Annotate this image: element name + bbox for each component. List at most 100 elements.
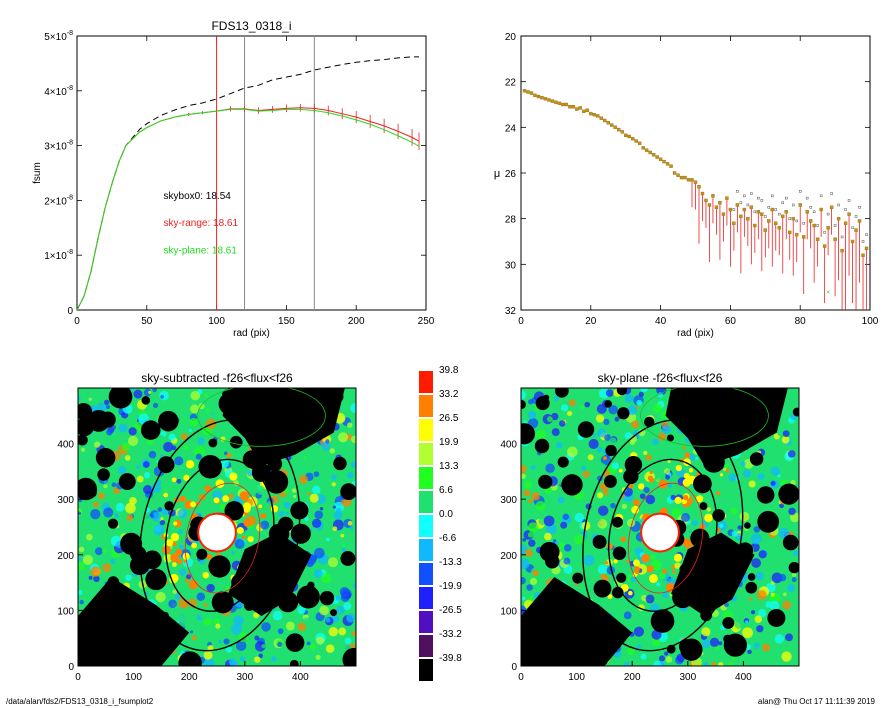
sky-plane-map-noise-blob xyxy=(523,489,531,497)
sky-plane-map-noise-blob xyxy=(662,591,669,599)
sky-plane-map-warm-blob xyxy=(634,569,640,575)
sky-subtracted-map-noise-blob xyxy=(335,595,342,601)
sky-subtracted-map-noise-blob xyxy=(172,589,178,595)
sky-subtracted-map-mask-blob xyxy=(78,434,88,446)
sky-subtracted-map-noise-blob xyxy=(179,568,187,576)
colorbar-swatch xyxy=(419,371,433,393)
mu-skybox-point xyxy=(861,240,865,243)
sky-subtracted-map-warm-blob xyxy=(191,542,198,549)
sky-subtracted-map-noise-blob xyxy=(78,590,83,595)
sky-subtracted-map-noise-blob xyxy=(325,439,330,444)
colorbar-label: 6.6 xyxy=(439,485,453,496)
sky-plane-map-noise-blob xyxy=(531,492,540,501)
sky-subtracted-map-noise-blob xyxy=(338,627,347,636)
sky-plane-map-warm-blob xyxy=(606,543,614,550)
sky-plane-map-mask-blob xyxy=(749,452,764,466)
mu-data-point xyxy=(815,237,820,241)
sky-plane-map-warm-blob xyxy=(674,496,682,505)
mu-data-point xyxy=(801,235,806,239)
sky-subtracted-map-noise-blob xyxy=(92,501,100,508)
mu-data-point xyxy=(658,157,663,162)
mu-data-point xyxy=(742,207,747,212)
sky-plane-map-noise-blob xyxy=(750,610,756,615)
colorbar-swatch xyxy=(419,587,433,609)
mu-data-point xyxy=(700,191,705,196)
sky-subtracted-map-x-tick-label: 400 xyxy=(292,672,309,683)
sky-subtracted-map-noise-blob xyxy=(332,505,337,509)
sky-subtracted-map-noise-blob xyxy=(225,646,232,653)
mu-skybox-point xyxy=(771,194,774,198)
mu-data-point xyxy=(690,178,694,182)
sky-subtracted-map-noise-blob xyxy=(177,615,189,627)
sky-subtracted-map-warm-blob xyxy=(243,505,251,513)
sky-plane-map-noise-blob xyxy=(742,469,752,478)
sky-plane-map-noise-blob xyxy=(667,483,673,488)
sky-subtracted-map-mask-blob xyxy=(289,659,299,666)
sky-subtracted-map-mask-blob xyxy=(340,551,356,566)
sky-subtracted-map-noise-blob xyxy=(325,617,331,623)
sky-plane-map-mask-blob xyxy=(605,444,617,457)
sky-subtracted-map-noise-blob xyxy=(191,635,197,641)
sky-plane-map-noise-blob xyxy=(665,474,671,480)
sky-plane-map-warm-blob xyxy=(649,470,653,475)
sky-plane-map-noise-blob xyxy=(658,572,667,580)
sky-subtracted-map-noise-blob xyxy=(291,488,297,493)
sky-plane-map-noise-blob xyxy=(563,544,572,552)
sky-plane-map-noise-blob xyxy=(748,480,756,488)
mu-data-point xyxy=(564,102,569,107)
sky-plane-map-warm-blob xyxy=(675,464,683,472)
sky-subtracted-map-noise-blob xyxy=(311,518,322,528)
sky-plane-map-outer-ellipse xyxy=(582,419,744,652)
fsum-series-sky-plane xyxy=(76,108,420,311)
sky-subtracted-map-noise-blob xyxy=(347,520,353,526)
sky-plane-map-noise-blob xyxy=(556,441,563,449)
sky-plane-map-noise-blob xyxy=(781,449,786,454)
sky-subtracted-map-noise-blob xyxy=(283,501,291,509)
mu-data-point xyxy=(714,205,719,209)
sky-plane-map-mask-blob xyxy=(612,589,620,597)
sky-subtracted-map-noise-blob xyxy=(204,393,209,398)
mu-skybox-point xyxy=(767,206,771,209)
sky-plane-map-noise-blob xyxy=(782,600,792,610)
sky-plane-map-noise-blob xyxy=(711,661,717,666)
sky-subtracted-map-warm-blob xyxy=(185,578,190,583)
colorbar-label: 39.8 xyxy=(439,365,459,376)
sky-plane-map-mask-region xyxy=(521,577,633,666)
sky-subtracted-map-noise-blob xyxy=(228,493,234,500)
sky-subtracted-map-noise-blob xyxy=(133,389,143,399)
mu-data-point xyxy=(620,130,624,134)
sky-plane-map-mask-blob xyxy=(644,416,655,428)
sky-subtracted-map-noise-blob xyxy=(314,569,323,578)
colorbar-label: 19.9 xyxy=(439,437,459,448)
sky-subtracted-map-noise-blob xyxy=(190,630,194,634)
sky-subtracted-map-noise-blob xyxy=(235,640,247,651)
sky-plane-map-noise-blob xyxy=(527,410,537,420)
mu-skybox-point xyxy=(854,215,858,218)
sky-plane-map-noise-blob xyxy=(524,548,533,557)
sky-subtracted-map-noise-blob xyxy=(158,434,164,441)
sky-subtracted-map-noise-blob xyxy=(168,433,176,441)
sky-plane-map-mask-blob xyxy=(572,572,584,584)
sky-plane-map-warm-blob xyxy=(604,561,609,565)
sky-subtracted-map-mask-blob xyxy=(78,402,93,421)
sky-plane-map-noise-blob xyxy=(740,461,746,467)
sky-plane-map-noise-blob xyxy=(627,647,635,655)
mu-data-point xyxy=(648,150,652,155)
mu-skybox-point xyxy=(736,190,739,193)
sky-plane-map-warm-blob xyxy=(628,590,633,596)
sky-subtracted-map-noise-blob xyxy=(198,493,206,501)
sky-subtracted-map-mask-blob xyxy=(319,590,335,606)
sky-subtracted-map-inner-ellipse xyxy=(165,458,275,612)
sky-subtracted-map-noise-blob xyxy=(316,494,326,504)
sky-plane-map-noise-blob xyxy=(624,393,634,403)
sky-subtracted-map-warm-blob xyxy=(183,474,190,481)
sky-plane-map-noise-blob xyxy=(758,609,767,618)
sky-subtracted-map-noise-blob xyxy=(176,478,182,484)
sky-plane-map-warm-blob xyxy=(704,513,713,523)
sky-plane-map-noise-blob xyxy=(567,446,578,458)
sky-subtracted-map-noise-blob xyxy=(218,639,222,644)
mu-data-point xyxy=(808,219,813,223)
sky-plane-map-warm-blob xyxy=(648,574,658,584)
sky-plane-map-mask-blob xyxy=(745,581,758,594)
colorbar-label: -13.3 xyxy=(439,557,462,568)
